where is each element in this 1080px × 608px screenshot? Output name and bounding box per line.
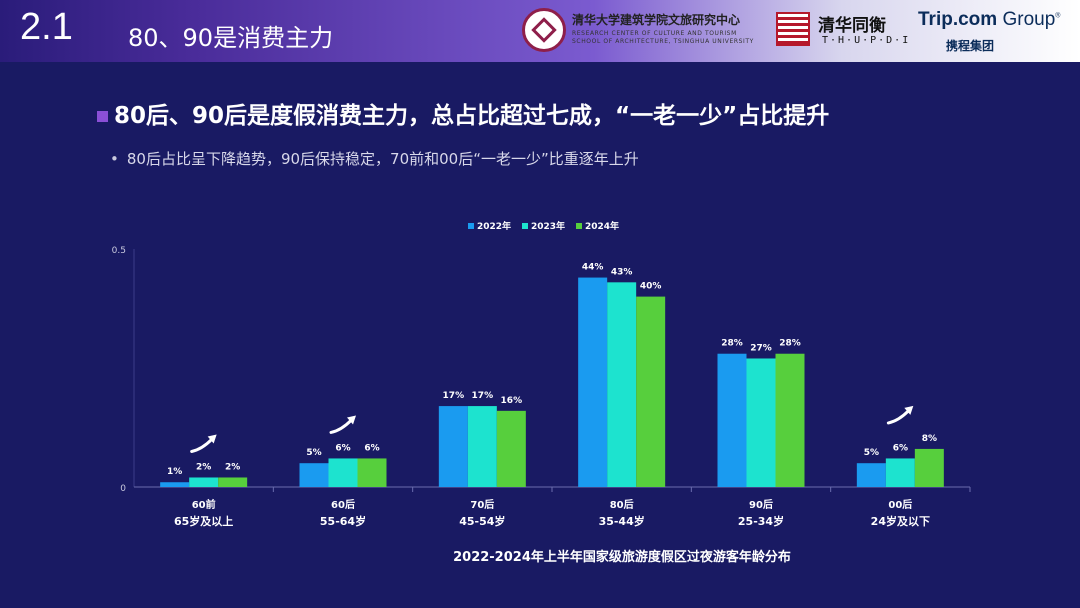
x-tick-label-1: 60后 (331, 498, 355, 511)
data-label-1-1: 6% (335, 443, 350, 453)
legend-swatch-2 (576, 223, 582, 229)
y-tick-label-max: 0.5 (112, 246, 126, 256)
chart-title: 2022-2024年上半年国家级旅游度假区过夜游客年龄分布 (453, 549, 791, 565)
x-tick-label-0: 60前 (192, 498, 216, 511)
legend-label-1: 2023年 (531, 220, 565, 232)
bar-1-0 (299, 463, 329, 487)
thupdi-logo-icon (776, 12, 810, 46)
tsinghua-seal-icon (522, 8, 566, 52)
bar-2-0 (438, 406, 468, 487)
header-bar: 2.1 80、90是消费主力 清华大学建筑学院文旅研究中心 RESEARCH C… (0, 0, 1080, 62)
x-sublabel-1: 55-64岁 (320, 514, 366, 528)
tripcom-logo: Trip.com Group® (918, 9, 1060, 31)
trend-arrowhead-icon-0 (207, 434, 217, 444)
trend-arrowhead-icon-1 (347, 415, 356, 425)
bar-5-0 (856, 463, 886, 487)
bar-0-2 (218, 477, 248, 487)
section-title: 80、90是消费主力 (128, 24, 334, 52)
org2-name-cn: 清华同衡 (818, 16, 886, 36)
data-label-2-2: 16% (501, 396, 523, 406)
bar-5-2 (914, 448, 944, 487)
data-label-0-0: 1% (167, 467, 182, 477)
tripcom-name-light: Group (997, 9, 1056, 30)
bar-4-0 (717, 353, 747, 487)
x-tick-label-2: 70后 (470, 498, 494, 511)
data-label-2-1: 17% (472, 391, 494, 401)
bar-4-1 (746, 358, 776, 487)
org1-name-cn: 清华大学建筑学院文旅研究中心 (572, 13, 741, 27)
headline-text: 80后、90后是度假消费主力，总占比超过七成，“一老一少”占比提升 (114, 103, 830, 129)
y-tick-label-min: 0 (120, 484, 126, 494)
x-sublabel-4: 25-34岁 (738, 514, 784, 528)
bullet-dot-icon: • (110, 150, 119, 168)
legend-swatch-1 (522, 223, 528, 229)
org1-name-en: RESEARCH CENTER OF CULTURE AND TOURISM S… (572, 30, 754, 46)
data-label-2-0: 17% (443, 391, 465, 401)
headline-bullet-icon (97, 111, 108, 122)
section-number: 2.1 (20, 6, 73, 48)
subpoint-text: 80后占比呈下降趋势，90后保持稳定，70前和00后“一老一少”比重逐年上升 (126, 150, 639, 168)
bar-2-2 (496, 410, 526, 487)
data-label-1-0: 5% (306, 448, 321, 458)
bar-1-2 (357, 458, 387, 487)
legend-label-0: 2022年 (477, 220, 511, 232)
trend-arrowhead-icon-5 (904, 405, 914, 415)
x-tick-label-5: 00后 (888, 498, 912, 511)
x-sublabel-5: 24岁及以下 (871, 514, 930, 528)
x-sublabel-2: 45-54岁 (459, 514, 505, 528)
data-label-0-2: 2% (225, 462, 240, 472)
bar-5-1 (885, 458, 915, 487)
x-tick-label-4: 90后 (749, 498, 773, 511)
x-sublabel-3: 35-44岁 (599, 514, 645, 528)
trend-arrow-icon-0 (190, 437, 214, 453)
bar-1-1 (328, 458, 358, 487)
data-label-5-1: 6% (893, 443, 908, 453)
x-sublabel-0: 65岁及以上 (174, 514, 233, 528)
tripcom-tm: ® (1055, 12, 1061, 20)
data-label-4-1: 27% (750, 343, 772, 353)
tripcom-name-bold: Trip.com (918, 9, 998, 30)
subpoint: • 80后占比呈下降趋势，90后保持稳定，70前和00后“一老一少”比重逐年上升 (110, 148, 639, 169)
bar-2-1 (467, 406, 497, 487)
legend-label-2: 2024年 (585, 220, 619, 232)
data-label-5-0: 5% (864, 448, 879, 458)
data-label-0-1: 2% (196, 462, 211, 472)
trend-arrow-icon-1 (329, 418, 353, 434)
data-label-1-2: 6% (364, 443, 379, 453)
data-label-3-1: 43% (611, 267, 633, 277)
data-label-3-0: 44% (582, 263, 604, 273)
data-label-4-0: 28% (721, 339, 743, 349)
bar-4-2 (775, 353, 805, 487)
tripcom-name-cn: 携程集团 (946, 39, 995, 53)
data-label-4-2: 28% (779, 339, 801, 349)
x-tick-label-3: 80后 (610, 498, 634, 511)
trend-arrow-icon-5 (886, 409, 910, 425)
org1-en-line2: SCHOOL OF ARCHITECTURE, TSINGHUA UNIVERS… (572, 38, 754, 45)
bar-0-1 (189, 477, 219, 487)
bar-3-0 (578, 277, 608, 487)
data-label-3-2: 40% (640, 282, 662, 292)
data-label-5-2: 8% (922, 434, 937, 444)
bar-3-1 (607, 282, 637, 487)
bar-3-2 (636, 296, 666, 487)
org1-en-line1: RESEARCH CENTER OF CULTURE AND TOURISM (572, 30, 737, 37)
org2-name-en: T·H·U·P·D·I (822, 35, 911, 46)
headline: 80后、90后是度假消费主力，总占比超过七成，“一老一少”占比提升 (97, 96, 829, 130)
bar-0-0 (160, 482, 190, 487)
legend-swatch-0 (468, 223, 474, 229)
